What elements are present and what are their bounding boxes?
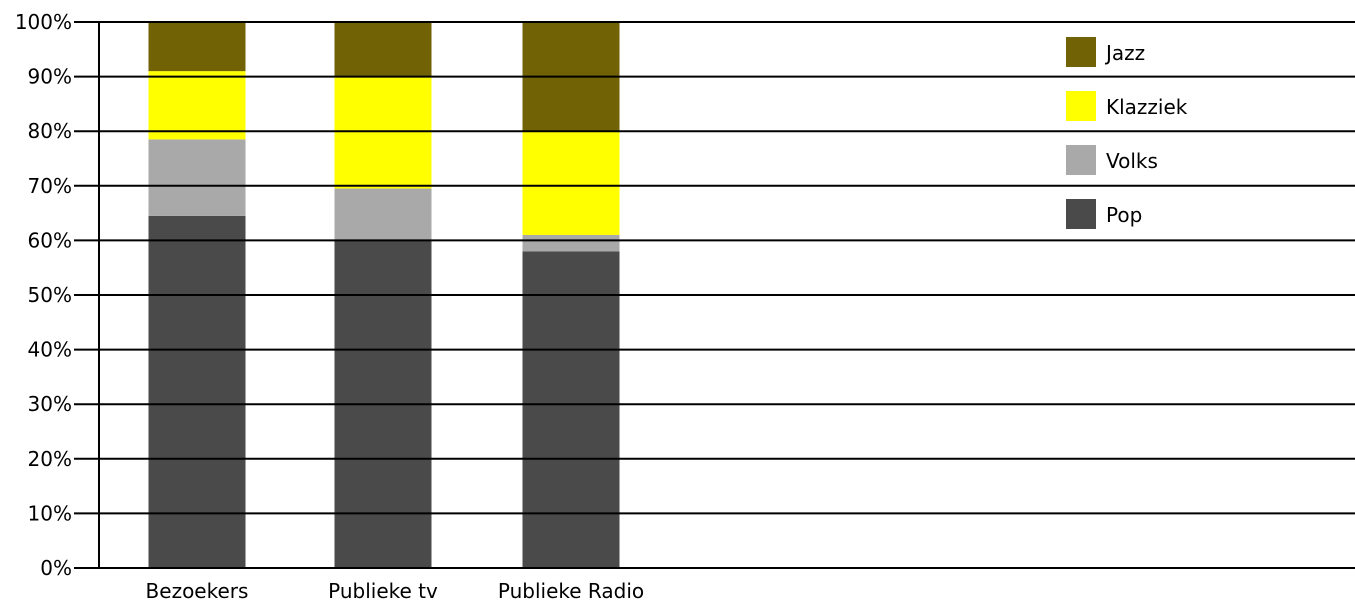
legend-label-pop: Pop	[1106, 203, 1142, 227]
legend-swatch-klazziek	[1066, 91, 1096, 121]
y-tick-label: 100%	[15, 10, 72, 34]
legend: Jazz Klazziek Volks Pop	[1066, 37, 1188, 229]
bar-segment-klazziek	[334, 76, 432, 189]
bar-segment-klazziek	[148, 71, 246, 140]
legend-label-volks: Volks	[1106, 149, 1158, 173]
bar-segment-klazziek	[522, 131, 620, 235]
legend-swatch-jazz	[1066, 37, 1096, 67]
x-tick-label: Publieke Radio	[498, 579, 644, 603]
y-tick-label: 10%	[28, 501, 72, 525]
bar-segment-jazz	[148, 22, 246, 72]
bar-segment-volks	[522, 234, 620, 252]
y-tick-label: 40%	[28, 338, 72, 362]
y-tick-label: 50%	[28, 283, 72, 307]
bar-segment-volks	[148, 139, 246, 216]
y-tick-label: 60%	[28, 228, 72, 252]
bar-segment-volks	[334, 188, 432, 241]
legend-label-klazziek: Klazziek	[1106, 95, 1188, 119]
x-tick-label: Publieke tv	[328, 579, 438, 603]
y-tick-labels: 0% 10% 20% 30% 40% 50% 60% 70% 80% 90% 100%	[15, 10, 72, 580]
bar-segment-jazz	[334, 22, 432, 77]
y-tick-label: 30%	[28, 392, 72, 416]
y-tick-label: 80%	[28, 119, 72, 143]
y-tick-label: 0%	[40, 556, 72, 580]
axes	[74, 21, 1355, 569]
y-tick-label: 70%	[28, 174, 72, 198]
bar-segment-pop	[522, 251, 620, 568]
legend-swatch-pop	[1066, 199, 1096, 229]
legend-swatch-volks	[1066, 145, 1096, 175]
legend-label-jazz: Jazz	[1104, 41, 1145, 65]
y-tick-label: 90%	[28, 65, 72, 89]
x-tick-label: Bezoekers	[146, 579, 249, 603]
x-tick-labels: Bezoekers Publieke tv Publieke Radio	[146, 579, 645, 603]
y-tick-label: 20%	[28, 447, 72, 471]
bar-segment-pop	[148, 215, 246, 568]
